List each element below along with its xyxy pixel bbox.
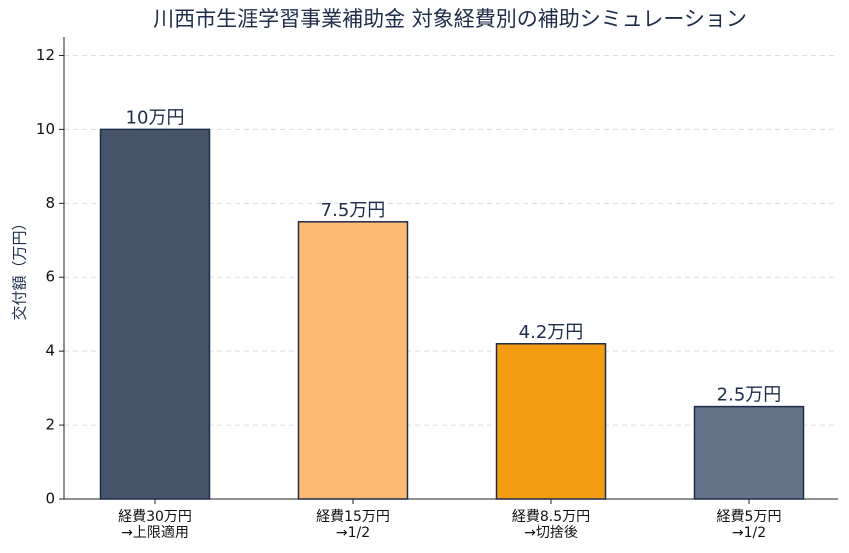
y-tick-label: 4 bbox=[45, 342, 55, 360]
y-tick-label: 10 bbox=[36, 120, 55, 138]
x-tick-label: 経費8.5万円 →切捨後 bbox=[511, 509, 591, 541]
x-tick-label: 経費15万円 →1/2 bbox=[316, 509, 390, 541]
value-label: 10万円 bbox=[126, 107, 185, 128]
y-tick-label: 6 bbox=[45, 268, 55, 286]
value-label: 7.5万円 bbox=[321, 200, 386, 221]
value-label: 4.2万円 bbox=[519, 322, 584, 343]
bar bbox=[297, 221, 409, 500]
y-axis-label: 交付額（万円） bbox=[11, 215, 29, 320]
x-tick-label: 経費30万円 →上限適用 bbox=[118, 509, 192, 541]
y-tick-label: 12 bbox=[36, 46, 55, 64]
y-tick-label: 2 bbox=[45, 416, 55, 434]
bar bbox=[495, 343, 607, 500]
chart-title: 川西市生涯学習事業補助金 対象経費別の補助シミュレーション bbox=[153, 7, 747, 31]
value-label: 2.5万円 bbox=[717, 385, 782, 406]
bar bbox=[99, 128, 211, 500]
y-tick-label: 0 bbox=[45, 490, 55, 508]
y-tick-label: 8 bbox=[45, 194, 55, 212]
x-tick-label: 経費5万円 →1/2 bbox=[716, 509, 782, 541]
bar bbox=[693, 405, 805, 500]
